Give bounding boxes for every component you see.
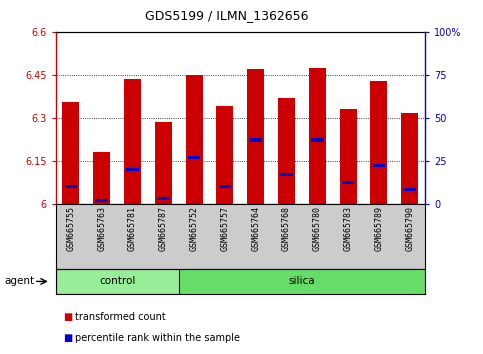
Bar [341,181,355,184]
Text: GDS5199 / ILMN_1362656: GDS5199 / ILMN_1362656 [145,9,309,22]
Bar [65,185,77,188]
Bar [216,106,233,204]
Bar [311,138,324,142]
Bar [340,109,356,204]
Text: silica: silica [288,276,315,286]
Text: agent: agent [5,276,35,286]
Text: GSM665780: GSM665780 [313,206,322,251]
Bar [370,80,387,204]
Bar [218,185,231,188]
Bar [247,69,264,204]
Text: GSM665757: GSM665757 [220,206,229,251]
Bar [401,113,418,204]
Bar [93,152,110,204]
Text: GSM665763: GSM665763 [97,206,106,251]
Bar [95,199,108,202]
Bar [280,173,293,176]
Text: ■: ■ [63,333,72,343]
Bar [124,79,141,204]
Text: GSM665768: GSM665768 [282,206,291,251]
Bar [155,122,172,204]
Bar [126,168,139,171]
Text: GSM665755: GSM665755 [67,206,75,251]
Text: GSM665783: GSM665783 [343,206,353,251]
Text: GSM665764: GSM665764 [251,206,260,251]
Bar [309,68,326,204]
Bar [185,75,202,204]
Text: GSM665752: GSM665752 [190,206,199,251]
Text: GSM665789: GSM665789 [374,206,384,251]
Text: control: control [99,276,135,286]
Bar [403,188,416,192]
Bar [188,156,200,159]
Text: transformed count: transformed count [75,312,166,322]
Text: ■: ■ [63,312,72,322]
Bar [62,102,79,204]
Text: GSM665790: GSM665790 [405,206,414,251]
Text: GSM665787: GSM665787 [159,206,168,251]
Bar [372,164,385,167]
Bar [157,197,170,200]
Text: percentile rank within the sample: percentile rank within the sample [75,333,240,343]
Text: GSM665781: GSM665781 [128,206,137,251]
Bar [278,98,295,204]
Bar [56,269,179,294]
Bar [249,138,262,142]
